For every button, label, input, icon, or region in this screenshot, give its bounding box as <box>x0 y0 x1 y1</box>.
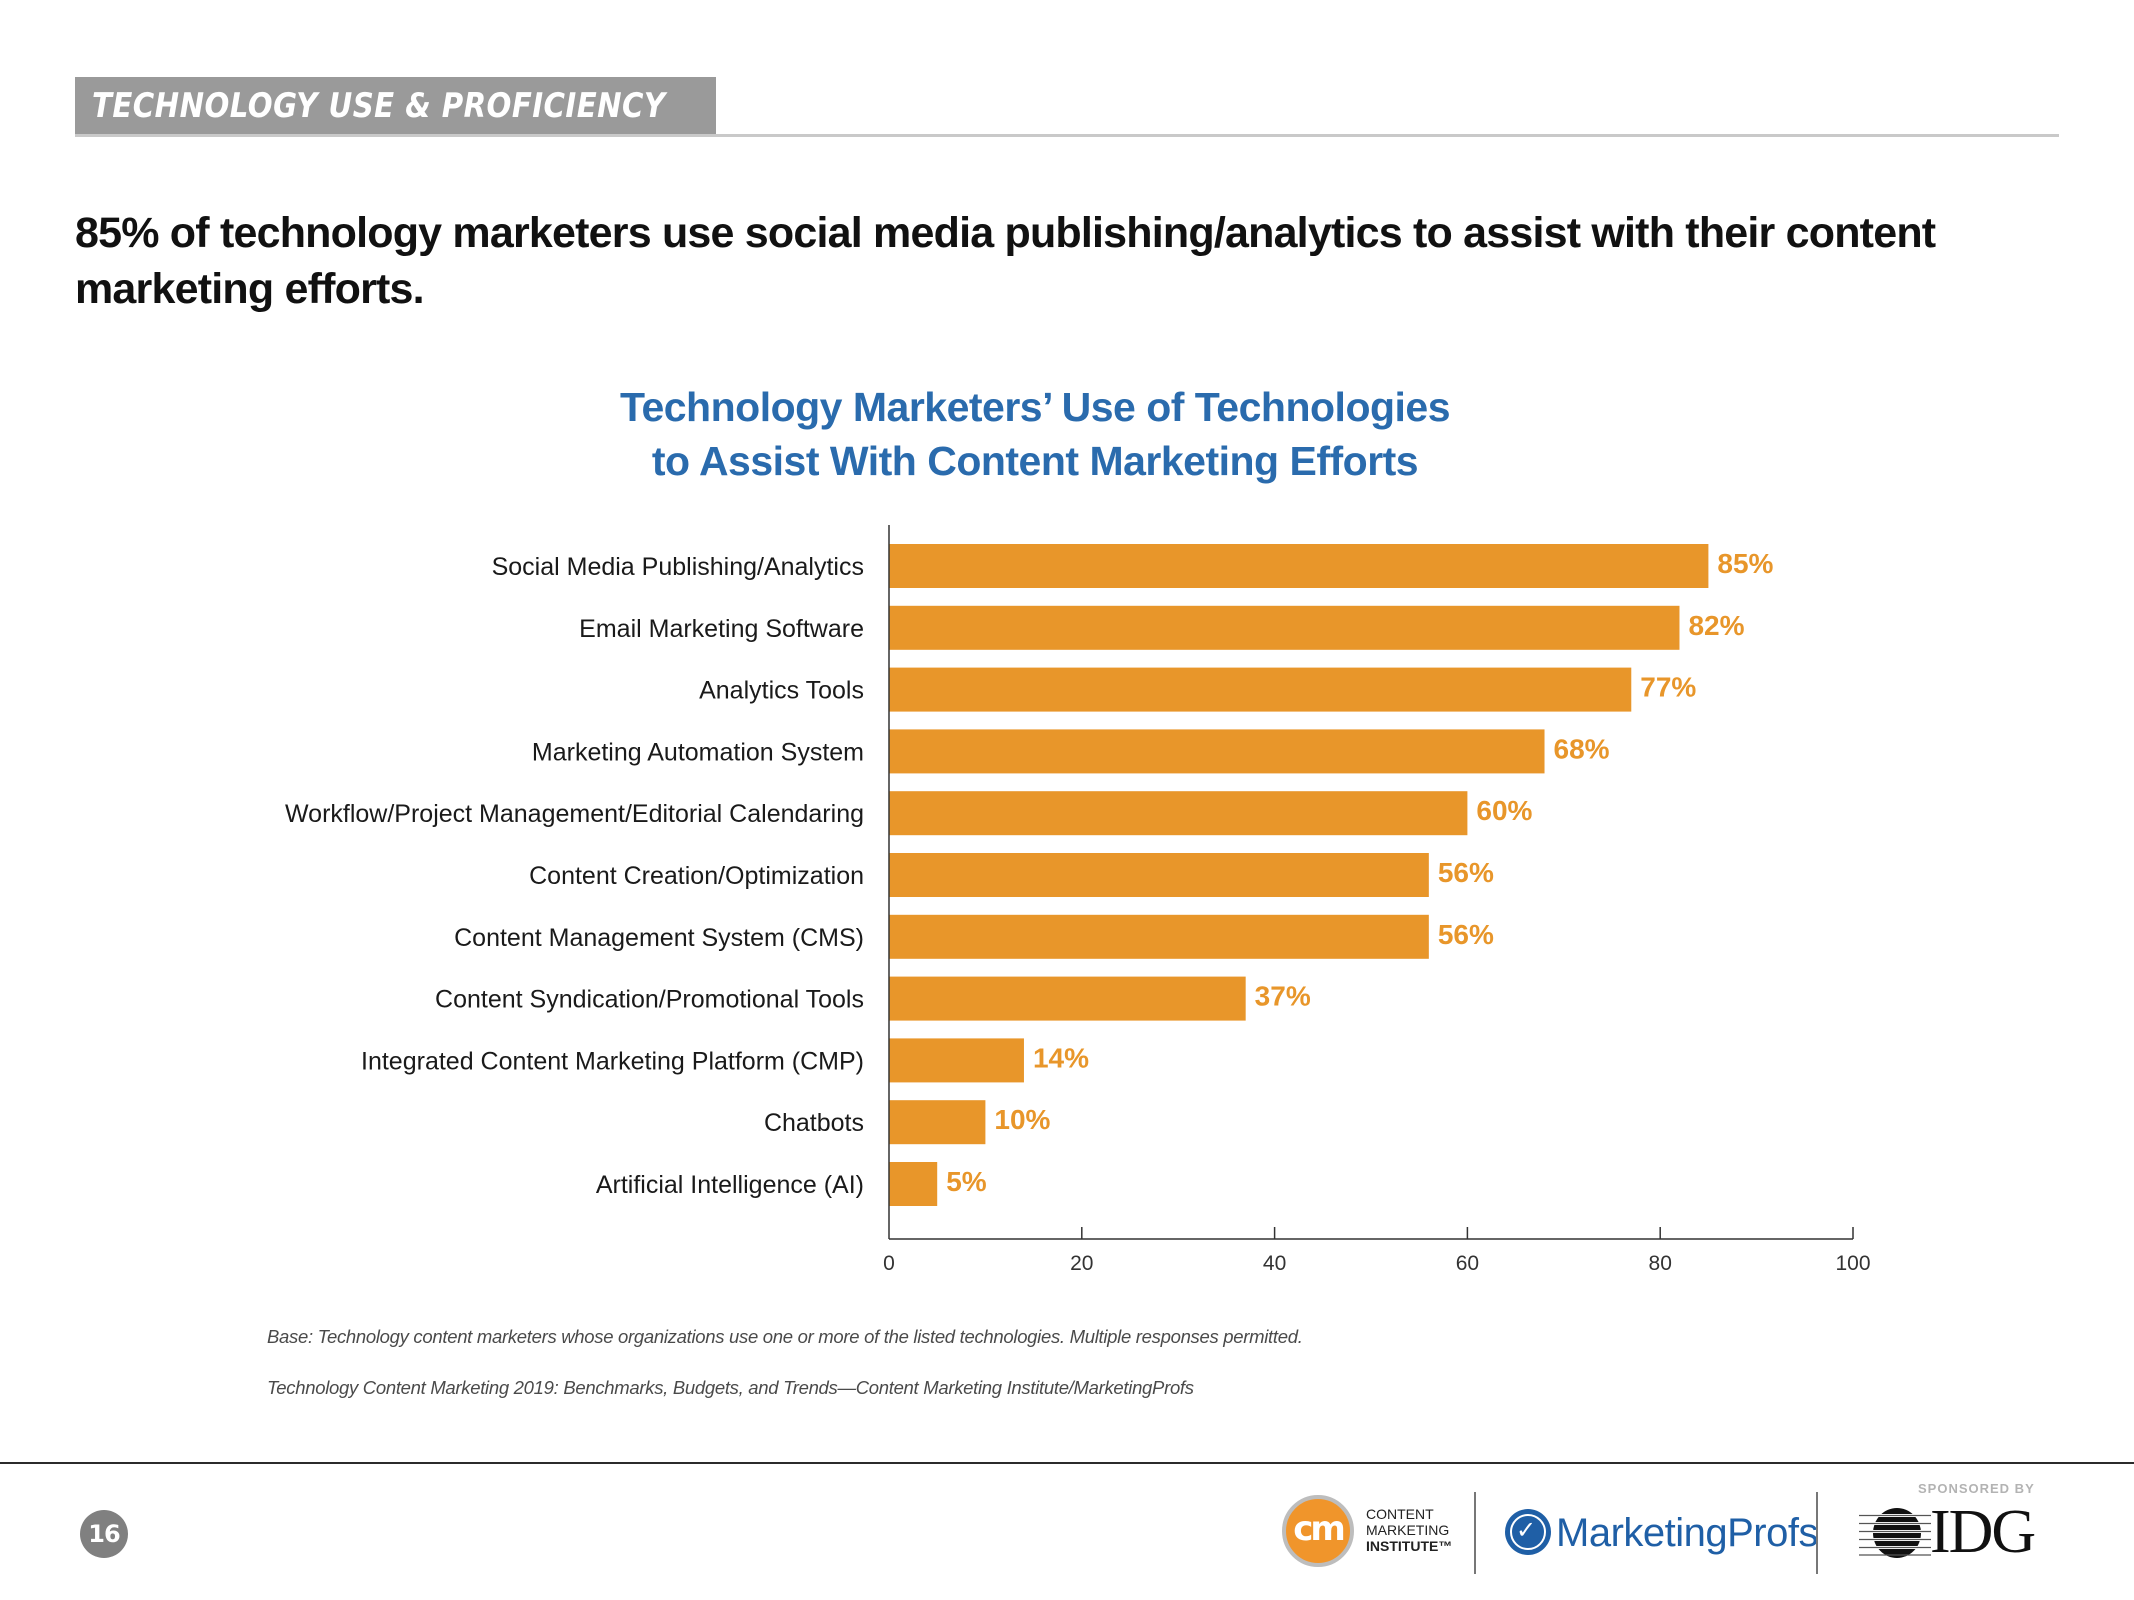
sponsored-by-label: SPONSORED BY <box>1918 1481 2035 1496</box>
chart-title-line-1: Technology Marketers’ Use of Technologie… <box>619 384 1451 430</box>
cmi-line-1: CONTENT <box>1366 1506 1434 1522</box>
bird-icon: ✓ <box>1516 1517 1537 1544</box>
category-label: Chatbots <box>764 1109 864 1137</box>
bar <box>889 914 1429 959</box>
value-labels: 85% 82% 77% 68% 60% 56% 56% 37% 14% 10%5% <box>946 548 1773 1197</box>
globe-lines-icon <box>1859 1508 1931 1558</box>
bar <box>889 605 1680 650</box>
bar <box>889 1162 938 1206</box>
bars-layer <box>889 544 1709 1206</box>
x-tick-label: 100 <box>1835 1252 1870 1275</box>
value-label: 5% <box>946 1166 987 1197</box>
value-label: 37% <box>1255 981 1311 1012</box>
value-label: 56% <box>1438 857 1494 888</box>
cmi-logo-text: CONTENT MARKETING INSTITUTE™ <box>1366 1506 1452 1554</box>
bar <box>889 1038 1024 1083</box>
bar <box>889 667 1632 712</box>
bar <box>889 976 1246 1021</box>
cmi-line-2: MARKETING <box>1366 1522 1450 1538</box>
x-axis-ticks: 0 20 40 60 80 100 <box>883 1227 1871 1275</box>
x-tick-label: 20 <box>1070 1252 1093 1275</box>
x-tick-label: 40 <box>1263 1252 1286 1275</box>
value-label: 14% <box>1033 1042 1089 1073</box>
value-label: 82% <box>1688 610 1744 641</box>
cmi-line-3: INSTITUTE™ <box>1366 1538 1453 1554</box>
category-label: Artificial Intelligence (AI) <box>596 1171 864 1199</box>
footer-separator <box>1816 1492 1818 1574</box>
category-label: Marketing Automation System <box>532 738 864 766</box>
footer-rule <box>0 1462 2134 1464</box>
footer-separator <box>1474 1492 1476 1574</box>
category-labels: Social Media Publishing/Analytics Email M… <box>285 553 864 1199</box>
category-label: Email Marketing Software <box>579 615 864 643</box>
value-label: 85% <box>1717 548 1773 579</box>
category-label: Content Creation/Optimization <box>529 862 864 890</box>
bar <box>889 729 1545 774</box>
headline: 85% of technology marketers use social m… <box>75 209 1936 313</box>
section-band <box>75 77 716 135</box>
idg-logo-text: IDG <box>1930 1498 2036 1566</box>
chart-title: Technology Marketers’ Use of Technologie… <box>440 380 1630 488</box>
bar <box>889 853 1429 897</box>
marketingprofs-logo-text: MarketingProfs <box>1556 1511 1818 1555</box>
value-label: 56% <box>1438 919 1494 950</box>
value-label: 10% <box>994 1104 1050 1135</box>
marketingprofs-logo-icon <box>1505 1509 1551 1555</box>
bar <box>889 1100 986 1145</box>
value-label: 60% <box>1476 795 1532 826</box>
page-number: 16 <box>80 1510 128 1558</box>
value-label: 77% <box>1640 672 1696 703</box>
category-label: Analytics Tools <box>699 677 864 705</box>
section-rule <box>75 134 2059 137</box>
footnote-source: Technology Content Marketing 2019: Bench… <box>267 1377 1194 1398</box>
x-tick-label: 60 <box>1456 1252 1479 1275</box>
category-label: Social Media Publishing/Analytics <box>492 553 864 581</box>
x-tick-label: 80 <box>1649 1252 1672 1275</box>
section-label: TECHNOLOGY USE & PROFICIENCY <box>92 86 666 126</box>
category-label: Content Management System (CMS) <box>454 924 864 952</box>
x-tick-label: 0 <box>883 1252 895 1275</box>
value-label: 68% <box>1554 733 1610 764</box>
bar <box>889 791 1468 836</box>
category-label: Integrated Content Marketing Platform (C… <box>361 1047 864 1075</box>
bar <box>889 544 1709 588</box>
bar-chart: Social Media Publishing/Analytics Email M… <box>285 525 1871 1275</box>
chart-title-line-2: to Assist With Content Marketing Efforts <box>651 438 1419 484</box>
footnote-base: Base: Technology content marketers whose… <box>267 1326 1303 1347</box>
category-label: Content Syndication/Promotional Tools <box>435 986 864 1014</box>
category-label: Workflow/Project Management/Editorial Ca… <box>285 800 864 828</box>
cmi-logo-icon: cm <box>1282 1495 1354 1567</box>
